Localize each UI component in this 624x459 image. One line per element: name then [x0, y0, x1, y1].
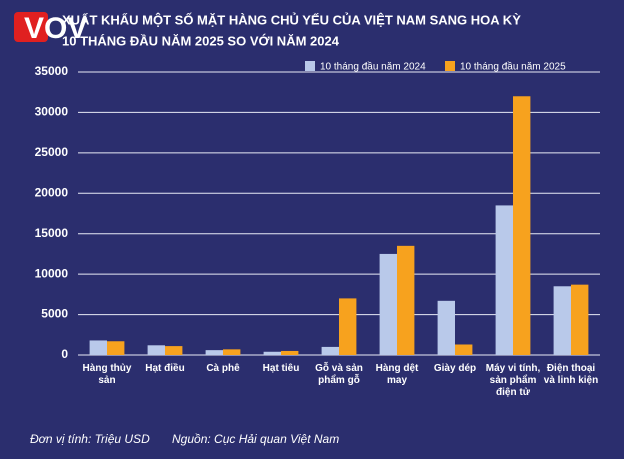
- x-tick-label: Hạt tiêu: [262, 363, 300, 374]
- logo-box: [14, 12, 48, 42]
- bar: [379, 253, 397, 355]
- bar: [147, 345, 165, 355]
- bar: [495, 205, 513, 355]
- bar: [89, 340, 107, 355]
- bar: [553, 286, 571, 355]
- x-tick-label: Máy vi tính, sản phẩm điện tử: [485, 363, 541, 398]
- y-tick-label: 30000: [35, 105, 69, 119]
- y-tick-label: 5000: [41, 307, 68, 321]
- logo: VOV: [24, 12, 87, 45]
- bar: [513, 96, 531, 355]
- bar: [321, 346, 339, 355]
- x-tick-label: Hạt điều: [145, 363, 185, 374]
- y-tick-label: 15000: [35, 226, 69, 240]
- bar: [281, 350, 299, 355]
- chart-subtitle: 10 THÁNG ĐẦU NĂM 2025 SO VỚI NĂM 2024: [62, 33, 340, 48]
- x-tick-label: Điện thoại và linh kiện: [543, 363, 599, 386]
- bar: [263, 351, 281, 355]
- bar: [437, 300, 455, 355]
- y-tick-label: 25000: [35, 145, 69, 159]
- y-tick-label: 10000: [35, 266, 69, 280]
- bar: [205, 350, 223, 355]
- x-tick-label: Hàng thủy sản: [82, 363, 132, 386]
- x-tick-label: Cà phê: [206, 363, 240, 374]
- x-tick-label: Hàng dệt may: [375, 363, 419, 386]
- x-tick-label: Gỗ và sản phẩm gỗ: [315, 363, 363, 386]
- bar: [455, 344, 473, 355]
- legend-label: 10 tháng đầu năm 2024: [320, 61, 426, 73]
- bar: [397, 245, 415, 355]
- y-tick-label: 35000: [35, 64, 69, 78]
- bar: [107, 341, 125, 355]
- y-tick-label: 0: [61, 347, 68, 361]
- unit-note: Đơn vị tính: Triệu USD: [30, 432, 150, 446]
- bar: [339, 298, 357, 355]
- legend-label: 10 tháng đầu năm 2025: [460, 61, 566, 73]
- legend-swatch: [445, 61, 455, 71]
- legend-swatch: [305, 61, 315, 71]
- source: Nguồn: Cục Hải quan Việt Nam: [172, 432, 339, 446]
- bar: [571, 284, 589, 355]
- chart-title: XUẤT KHẨU MỘT SỐ MẶT HÀNG CHỦ YẾU CỦA VI…: [62, 12, 521, 27]
- y-tick-label: 20000: [35, 185, 69, 199]
- x-tick-label: Giày dép: [433, 363, 477, 374]
- bar: [165, 346, 183, 355]
- bar: [223, 349, 241, 355]
